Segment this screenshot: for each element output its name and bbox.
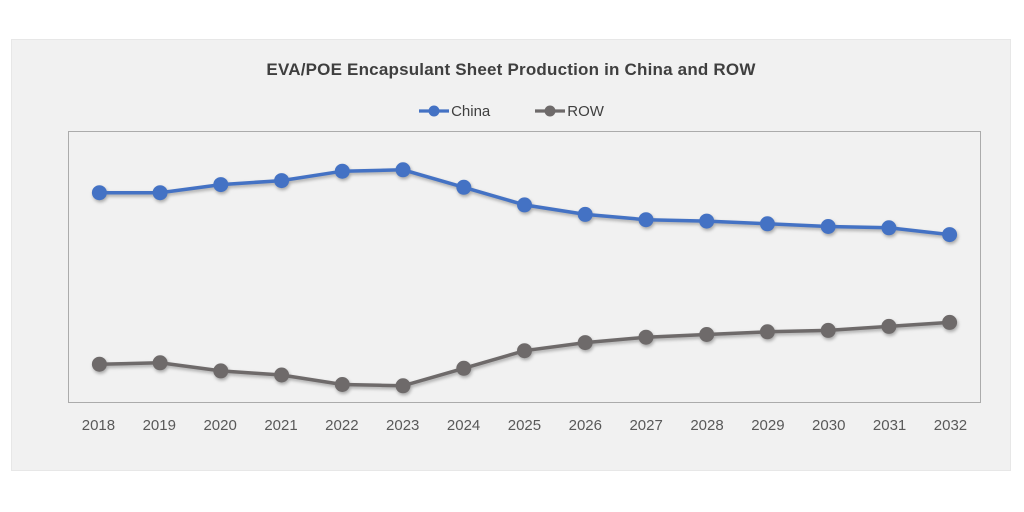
legend-label-row: ROW: [567, 102, 604, 120]
x-tick-2030: 2030: [812, 417, 846, 434]
legend-marker-icon: [419, 105, 450, 117]
data-point-row-2019: [152, 355, 168, 371]
data-point-china-2029: [759, 216, 775, 232]
x-axis: 2018 2019 2020 2021 2022 2023 2024 2025 2026 2027…: [68, 417, 981, 434]
data-point-china-2026: [577, 206, 593, 222]
data-point-china-2020: [213, 177, 229, 193]
x-tick-2018: 2018: [81, 417, 116, 434]
data-point-row-2023: [395, 378, 411, 394]
data-point-row-2026: [577, 335, 593, 351]
data-point-china-2028: [699, 213, 715, 229]
data-point-row-2021: [274, 367, 290, 383]
data-point-row-2030: [820, 322, 836, 338]
plot-svg: [91, 162, 958, 394]
data-point-china-2024: [456, 179, 472, 195]
x-tick-2020: 2020: [203, 417, 237, 434]
x-tick-2029: 2029: [751, 417, 785, 434]
series-china: [91, 162, 958, 243]
data-point-china-2021: [274, 173, 290, 189]
data-point-row-2027: [638, 329, 654, 345]
chart-title: EVA/POE Encapsulant Sheet Production in …: [266, 60, 756, 79]
data-point-row-2022: [334, 377, 350, 392]
data-point-china-2027: [638, 212, 654, 228]
legend-marker-icon: [535, 105, 566, 117]
x-tick-2019: 2019: [142, 417, 176, 434]
x-tick-2032: 2032: [933, 417, 968, 434]
x-tick-2028: 2028: [690, 417, 724, 434]
plot-area: [68, 131, 981, 403]
data-point-china-2025: [517, 197, 532, 213]
chart-legend: China ROW: [12, 101, 1010, 121]
data-point-china-2022: [334, 163, 350, 179]
data-point-row-2020: [213, 363, 229, 379]
chart-card: EVA/POE Encapsulant Sheet Production in …: [11, 39, 1011, 471]
series-row: [91, 314, 958, 394]
data-point-china-2023: [395, 162, 411, 178]
data-point-row-2031: [881, 318, 897, 334]
x-tick-2031: 2031: [872, 417, 907, 434]
data-point-row-2018: [91, 356, 107, 372]
data-point-row-2025: [517, 343, 532, 359]
x-tick-2026: 2026: [568, 417, 602, 434]
data-point-row-2029: [759, 324, 775, 340]
data-point-china-2032: [942, 227, 958, 243]
x-tick-2021: 2021: [264, 417, 298, 434]
legend-label-china: China: [451, 102, 491, 120]
legend-item-china[interactable]: China: [418, 103, 490, 120]
legend-item-row[interactable]: ROW: [534, 103, 604, 120]
x-tick-2022: 2022: [325, 417, 359, 434]
data-point-china-2030: [820, 219, 836, 234]
data-point-china-2031: [881, 220, 897, 236]
x-tick-2027: 2027: [629, 417, 663, 434]
x-tick-2023: 2023: [386, 417, 420, 434]
x-tick-2025: 2025: [507, 417, 542, 434]
data-point-row-2028: [699, 327, 715, 342]
data-point-row-2024: [456, 360, 472, 376]
data-point-row-2032: [942, 314, 958, 330]
data-point-china-2018: [91, 185, 107, 201]
x-tick-2024: 2024: [446, 417, 481, 434]
data-point-china-2019: [152, 185, 168, 201]
